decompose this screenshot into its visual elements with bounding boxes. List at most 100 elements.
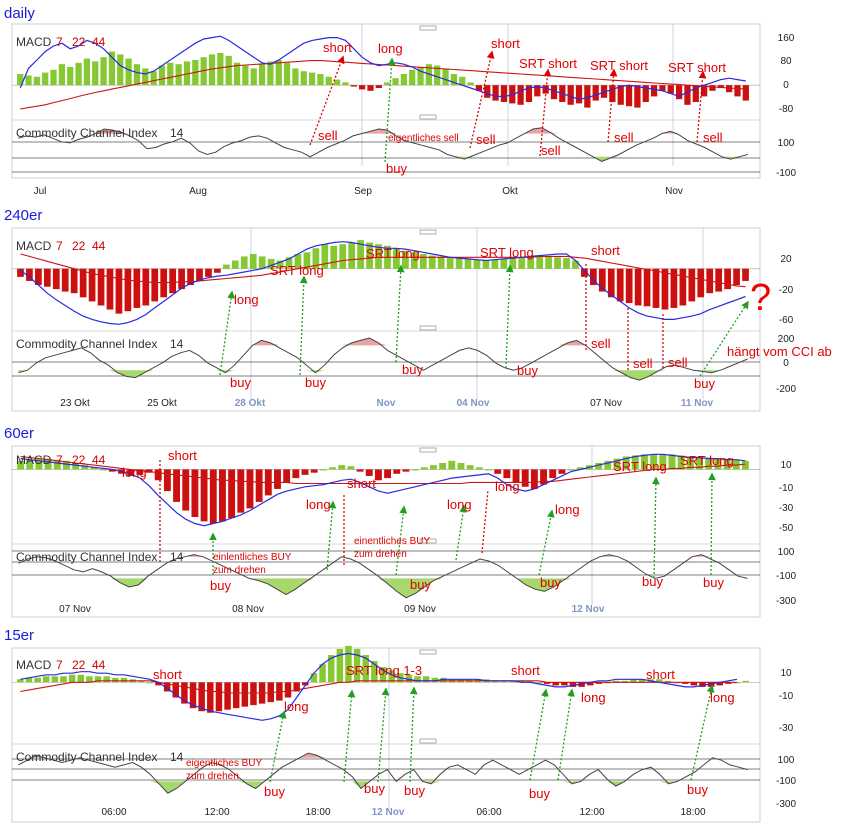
macd-signal-line (20, 253, 746, 288)
macd-histogram-bar (675, 85, 683, 100)
macd-histogram-bar (302, 682, 309, 686)
macd-histogram-bar (384, 82, 391, 86)
macd-param-signal: 44 (92, 453, 106, 467)
x-axis-label: 04 Nov (457, 398, 490, 409)
macd-histogram-bar (634, 268, 642, 306)
cci-line (18, 337, 748, 381)
x-axis-label: 11 Nov (681, 398, 714, 409)
trade-annotation: buy (694, 376, 715, 391)
macd-histogram-bar (294, 253, 302, 269)
macd-histogram-bar (492, 85, 499, 101)
cci-legend: Commodity Channel Index 14 (16, 337, 184, 351)
macd-histogram-bar (587, 682, 594, 686)
macd-histogram-bar (440, 677, 447, 683)
macd-histogram-bar (625, 268, 633, 304)
macd-histogram-bar (517, 680, 525, 683)
trade-annotation: long (284, 699, 309, 714)
macd-histogram-bar (60, 676, 67, 683)
macd-histogram-bar (638, 679, 646, 683)
x-axis-label: 06:00 (476, 807, 501, 818)
macd-line (20, 652, 738, 721)
x-axis-label: 09 Nov (404, 604, 436, 615)
trade-annotation: buy (703, 575, 724, 590)
panel-15er: 15er MACD 7 22 44 10 -10 -30 Commodity Channel I… (4, 627, 796, 823)
macd-histogram-bar (181, 682, 188, 704)
macd-param-signal: 44 (92, 239, 106, 253)
macd-histogram-bar (25, 75, 32, 86)
macd-histogram-bar (494, 469, 502, 474)
macd-histogram-bar (598, 268, 606, 292)
macd-histogram-bar (414, 676, 421, 683)
macd-histogram-bar (146, 682, 154, 684)
pane-splitter-handle[interactable] (419, 538, 437, 544)
signal-arrow (505, 264, 514, 369)
pane-splitter-handle[interactable] (419, 325, 437, 331)
macd-histogram-bar (35, 458, 43, 470)
macd-histogram-bar (34, 677, 41, 683)
x-axis-label: 12:00 (579, 807, 604, 818)
macd-axis-tick: -10 (779, 691, 794, 702)
macd-histogram-bar (108, 51, 116, 86)
macd-histogram-bar (25, 677, 33, 683)
macd-histogram-bar (643, 268, 651, 307)
macd-histogram-bar (26, 459, 34, 470)
macd-param-fast: 7 (56, 239, 63, 253)
signal-arrow (699, 300, 749, 377)
pane-splitter-handle[interactable] (419, 738, 437, 744)
macd-histogram-bar (430, 465, 437, 470)
trade-annotation: buy (264, 784, 285, 799)
macd-histogram-bar (733, 268, 740, 286)
pane-splitter-handle[interactable] (419, 114, 437, 120)
macd-histogram-bar (530, 469, 538, 489)
macd-histogram-bar (217, 53, 224, 86)
macd-histogram-bar (388, 670, 395, 683)
pane-splitter-handle[interactable] (419, 649, 437, 655)
cci-line (18, 554, 748, 599)
macd-histogram-bar (97, 268, 105, 306)
macd-histogram-bar (310, 673, 318, 683)
macd-histogram-bar (301, 469, 309, 475)
macd-histogram-bar (191, 469, 199, 518)
macd-histogram-bar (348, 242, 356, 269)
macd-histogram-bar (292, 68, 299, 86)
macd-histogram-bar (661, 268, 669, 310)
trade-annotation: sell (668, 355, 688, 370)
pane-splitter-handle[interactable] (419, 25, 437, 31)
macd-histogram-bar (402, 250, 409, 269)
macd-histogram-bar (485, 469, 492, 471)
macd-histogram-bar (734, 85, 741, 97)
macd-histogram-bar (312, 248, 320, 269)
macd-histogram-bar (267, 258, 275, 269)
macd-histogram-bar (409, 69, 416, 86)
macd-histogram-bar (258, 64, 266, 86)
trade-annotation: SRT long (366, 246, 420, 261)
macd-histogram-bar (552, 682, 559, 686)
macd-histogram-bar (42, 676, 50, 683)
macd-histogram-bar (631, 455, 639, 470)
pane-splitter-handle[interactable] (419, 447, 437, 453)
macd-histogram-bar (155, 682, 162, 686)
x-axis-label: 08 Nov (232, 604, 264, 615)
macd-histogram-bar (347, 466, 355, 470)
cci-label: Commodity Channel Index (16, 750, 157, 764)
macd-histogram-bar (106, 268, 114, 310)
macd-histogram-bar (634, 85, 641, 108)
macd-histogram-bar (545, 256, 552, 269)
pane-splitter-handle[interactable] (419, 229, 437, 235)
macd-histogram-bar (100, 57, 107, 86)
signal-arrow (326, 500, 337, 571)
cci-param: 14 (170, 126, 184, 140)
macd-axis-tick: -30 (779, 723, 794, 734)
macd-histogram-bar (612, 680, 620, 683)
macd-histogram-bar (77, 674, 85, 683)
macd-histogram-bar (434, 65, 441, 86)
trade-annotation: SRT short (519, 56, 577, 71)
macd-histogram-bar (517, 85, 524, 105)
macd-histogram-bar (249, 253, 257, 269)
trade-annotation: buy (364, 781, 385, 796)
macd-histogram-bar (500, 680, 508, 683)
signal-arrow (529, 688, 549, 781)
trade-annotation: short (323, 40, 352, 55)
macd-signal-line (20, 455, 746, 485)
macd-histogram-bar (124, 268, 132, 312)
